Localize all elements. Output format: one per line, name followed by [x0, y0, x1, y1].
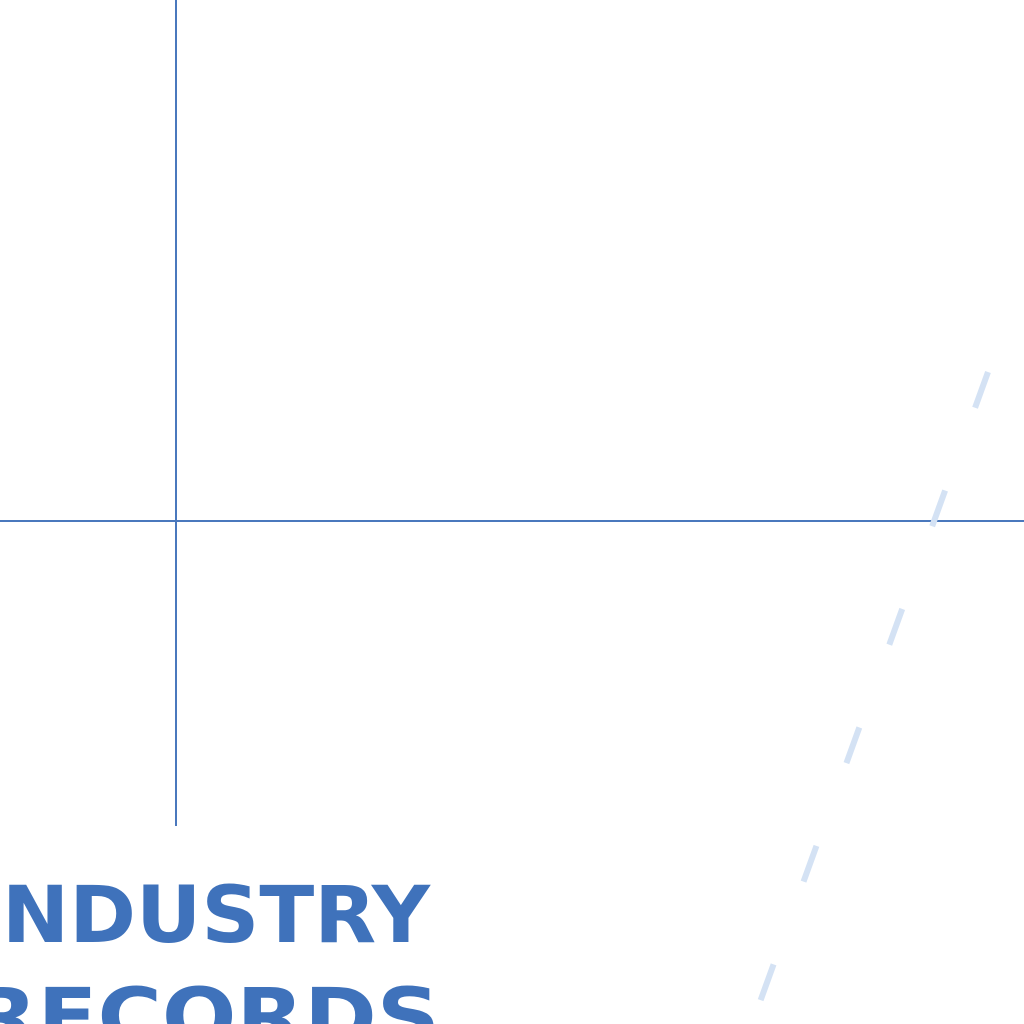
- dashed-trend: [749, 370, 991, 1024]
- annotation-line: RECORDS: [0, 973, 440, 1024]
- annotation-line: INDUSTRY: [0, 871, 432, 961]
